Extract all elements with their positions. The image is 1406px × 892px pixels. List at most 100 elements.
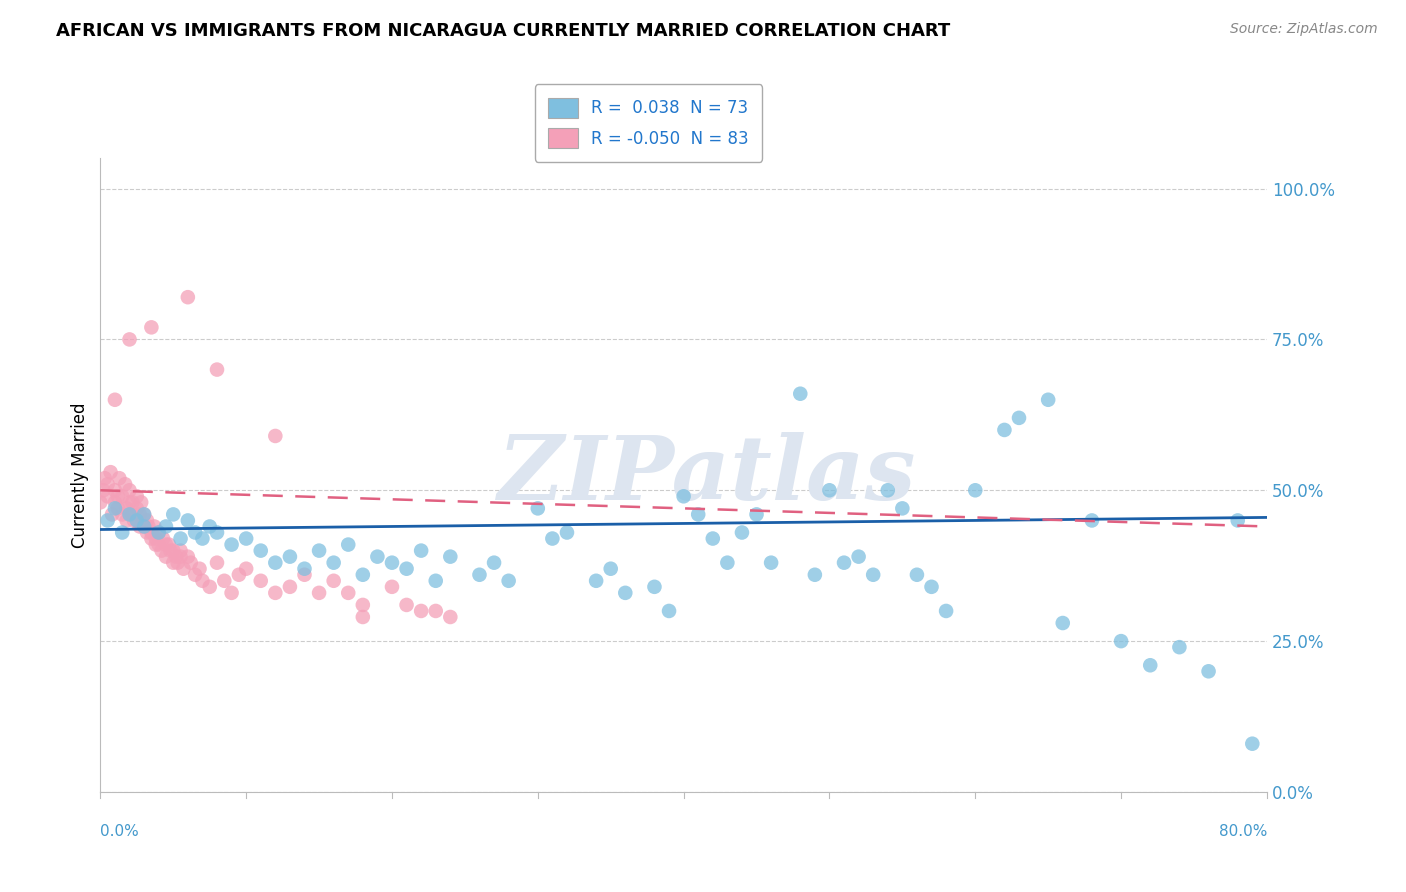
Point: [1226, 513, 1249, 527]
Point: [555, 525, 578, 540]
Point: [118, 483, 141, 498]
Point: [155, 549, 177, 564]
Point: [278, 549, 301, 564]
Point: [1109, 634, 1132, 648]
Point: [169, 549, 191, 564]
Point: [115, 501, 138, 516]
Point: [308, 543, 330, 558]
Point: [832, 556, 855, 570]
Point: [411, 604, 433, 618]
Point: [352, 598, 374, 612]
Point: [322, 556, 344, 570]
Point: [162, 543, 184, 558]
Point: [115, 513, 138, 527]
Point: [235, 532, 257, 546]
Point: [891, 501, 914, 516]
Point: [143, 519, 166, 533]
Point: [128, 508, 150, 522]
Point: [352, 610, 374, 624]
Point: [89, 495, 111, 509]
Point: [688, 508, 710, 522]
Point: [1168, 640, 1191, 655]
Point: [125, 489, 148, 503]
Point: [411, 543, 433, 558]
Point: [498, 574, 520, 588]
Point: [294, 562, 316, 576]
Point: [264, 586, 287, 600]
Point: [848, 549, 870, 564]
Point: [308, 586, 330, 600]
Point: [993, 423, 1015, 437]
Point: [381, 580, 404, 594]
Point: [214, 574, 236, 588]
Point: [111, 489, 134, 503]
Text: 80.0%: 80.0%: [1219, 823, 1267, 838]
Point: [166, 556, 188, 570]
Point: [205, 525, 228, 540]
Point: [337, 538, 360, 552]
Y-axis label: Currently Married: Currently Married: [72, 402, 89, 548]
Point: [141, 320, 163, 334]
Point: [132, 508, 155, 522]
Point: [107, 489, 129, 503]
Point: [97, 489, 120, 503]
Point: [337, 586, 360, 600]
Point: [198, 519, 221, 533]
Point: [1081, 513, 1104, 527]
Point: [108, 471, 131, 485]
Point: [93, 471, 115, 485]
Point: [91, 483, 114, 498]
Point: [165, 549, 187, 564]
Point: [155, 538, 177, 552]
Point: [366, 549, 388, 564]
Point: [294, 567, 316, 582]
Point: [104, 483, 127, 498]
Point: [145, 532, 167, 546]
Point: [121, 508, 143, 522]
Point: [122, 513, 145, 527]
Point: [177, 290, 200, 304]
Point: [198, 580, 221, 594]
Point: [425, 604, 447, 618]
Point: [125, 513, 148, 527]
Point: [395, 562, 418, 576]
Point: [672, 489, 695, 503]
Point: [101, 508, 124, 522]
Point: [152, 532, 174, 546]
Point: [235, 562, 257, 576]
Point: [157, 538, 180, 552]
Point: [104, 501, 127, 516]
Point: [97, 477, 120, 491]
Point: [905, 567, 928, 582]
Point: [125, 501, 148, 516]
Point: [862, 567, 884, 582]
Point: [221, 586, 243, 600]
Point: [205, 556, 228, 570]
Point: [132, 519, 155, 533]
Point: [100, 465, 122, 479]
Legend: R =  0.038  N = 73, R = -0.050  N = 83: R = 0.038 N = 73, R = -0.050 N = 83: [534, 85, 762, 161]
Point: [148, 525, 170, 540]
Point: [541, 532, 564, 546]
Point: [643, 580, 665, 594]
Point: [278, 580, 301, 594]
Point: [352, 567, 374, 582]
Point: [439, 610, 461, 624]
Point: [118, 333, 141, 347]
Point: [716, 556, 738, 570]
Point: [789, 386, 811, 401]
Point: [97, 513, 120, 527]
Point: [205, 362, 228, 376]
Point: [150, 543, 173, 558]
Point: [249, 574, 271, 588]
Point: [172, 562, 194, 576]
Point: [1036, 392, 1059, 407]
Point: [468, 567, 491, 582]
Point: [1008, 410, 1031, 425]
Point: [702, 532, 724, 546]
Point: [322, 574, 344, 588]
Point: [264, 556, 287, 570]
Point: [221, 538, 243, 552]
Point: [148, 538, 170, 552]
Point: [107, 501, 129, 516]
